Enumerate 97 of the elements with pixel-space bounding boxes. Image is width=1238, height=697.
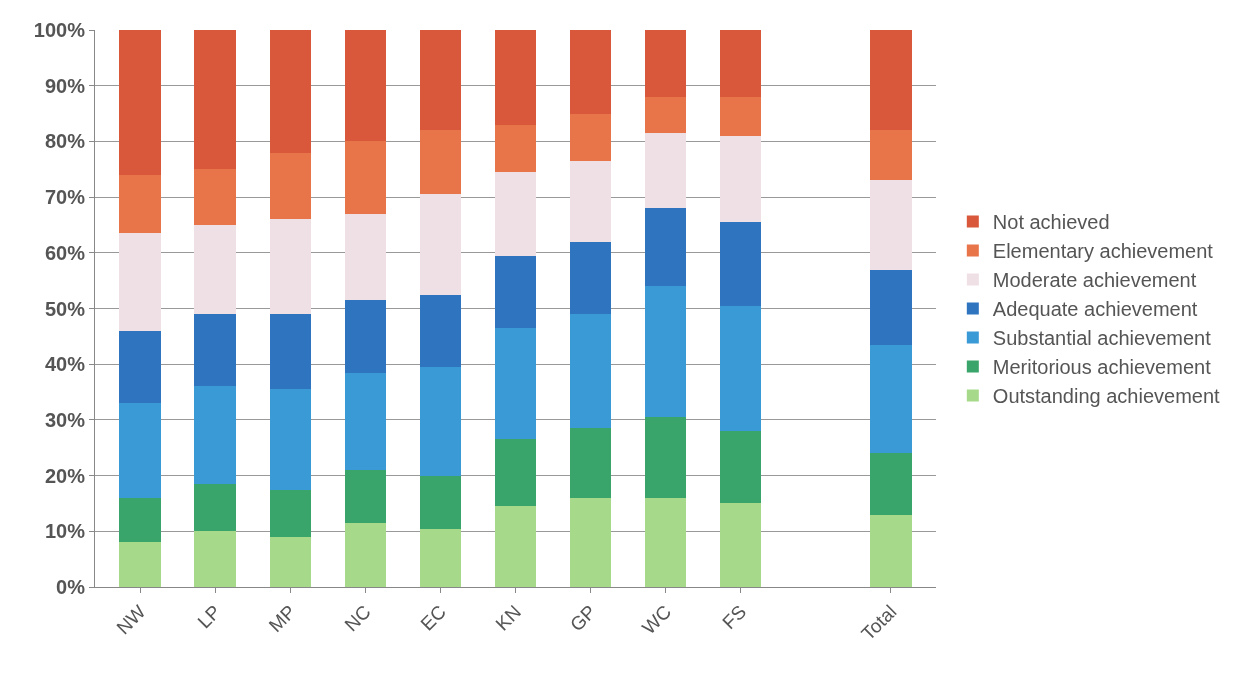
bar bbox=[494, 439, 537, 507]
y-tick-label: 60% bbox=[44, 241, 86, 264]
bar bbox=[870, 453, 912, 515]
bar bbox=[645, 417, 687, 498]
bar bbox=[194, 386, 236, 484]
bar bbox=[344, 141, 386, 214]
bar bbox=[269, 30, 311, 153]
bar bbox=[419, 194, 462, 295]
bar bbox=[494, 255, 537, 328]
bar bbox=[344, 213, 386, 301]
x-tick-label: NC bbox=[340, 601, 375, 636]
bar bbox=[419, 30, 462, 131]
bar bbox=[119, 497, 161, 543]
x-tick-label: KN bbox=[491, 601, 526, 635]
bar bbox=[269, 152, 311, 220]
bar bbox=[119, 330, 161, 404]
bar bbox=[119, 30, 161, 175]
y-tick-label: 40% bbox=[44, 353, 86, 376]
bar bbox=[194, 30, 236, 170]
bar bbox=[720, 305, 762, 432]
bar bbox=[269, 219, 311, 315]
legend-label: Not achieved bbox=[992, 211, 1110, 234]
bar bbox=[194, 224, 236, 315]
bar bbox=[344, 372, 386, 471]
bar bbox=[344, 30, 386, 142]
bar bbox=[194, 169, 236, 225]
y-tick-label: 80% bbox=[44, 130, 86, 153]
y-tick-label: 0% bbox=[56, 576, 86, 598]
y-tick-label: 90% bbox=[44, 74, 86, 97]
bar bbox=[269, 489, 311, 537]
bar bbox=[419, 294, 462, 367]
legend-label: Meritorious achievement bbox=[992, 356, 1212, 379]
bar bbox=[344, 522, 386, 587]
bar bbox=[569, 497, 612, 587]
bar bbox=[569, 113, 612, 161]
bar bbox=[494, 172, 537, 256]
y-tick-label: 30% bbox=[44, 408, 86, 431]
bar bbox=[645, 96, 687, 134]
bar bbox=[870, 344, 912, 454]
bar bbox=[344, 300, 386, 373]
bar bbox=[645, 286, 687, 418]
x-tick-label: GP bbox=[565, 601, 601, 636]
bar bbox=[569, 30, 612, 114]
bar bbox=[645, 133, 687, 209]
x-tick-label: FS bbox=[718, 601, 751, 634]
bar bbox=[344, 470, 386, 523]
bar bbox=[194, 531, 236, 587]
y-tick-label: 50% bbox=[44, 297, 86, 320]
x-tick-label: NW bbox=[112, 600, 150, 639]
y-tick-label: 70% bbox=[44, 186, 86, 209]
bar bbox=[119, 542, 161, 587]
bar bbox=[569, 160, 612, 242]
bar bbox=[494, 30, 537, 125]
bar bbox=[194, 314, 236, 387]
bar bbox=[269, 536, 311, 587]
bar bbox=[720, 503, 762, 587]
bar bbox=[419, 475, 462, 529]
bar bbox=[645, 208, 687, 287]
bar bbox=[720, 431, 762, 504]
bar bbox=[119, 233, 161, 331]
bar bbox=[119, 403, 161, 498]
bar bbox=[569, 241, 612, 315]
bar bbox=[569, 314, 612, 429]
bar bbox=[194, 483, 236, 532]
y-tick-label: 20% bbox=[44, 464, 86, 487]
bar bbox=[720, 30, 762, 97]
legend-label: Elementary achievement bbox=[992, 240, 1214, 263]
bar bbox=[645, 497, 687, 587]
bar bbox=[494, 124, 537, 173]
y-tick-label: 10% bbox=[44, 520, 86, 543]
bar bbox=[419, 528, 462, 587]
bar bbox=[870, 30, 912, 131]
x-tick-label: EC bbox=[416, 601, 450, 635]
bar bbox=[569, 428, 612, 498]
legend-label: Adequate achievement bbox=[992, 298, 1198, 321]
x-tick-label: LP bbox=[193, 601, 225, 633]
bar bbox=[645, 30, 687, 97]
legend-label: Substantial achievement bbox=[992, 327, 1212, 350]
bar bbox=[870, 130, 912, 181]
bar bbox=[870, 269, 912, 345]
bar bbox=[720, 135, 762, 223]
x-tick-label: MP bbox=[264, 601, 300, 636]
bar bbox=[119, 174, 161, 234]
x-tick-label: WC bbox=[637, 601, 676, 639]
bar bbox=[494, 506, 537, 587]
bar bbox=[720, 222, 762, 306]
bar bbox=[870, 514, 912, 587]
bar bbox=[494, 328, 537, 440]
bar bbox=[720, 96, 762, 136]
y-tick-label: 100% bbox=[33, 19, 86, 41]
bar bbox=[870, 180, 912, 270]
legend-label: Outstanding achievement bbox=[992, 385, 1221, 408]
bar bbox=[419, 366, 462, 476]
bar bbox=[269, 314, 311, 390]
bar bbox=[419, 130, 462, 195]
legend-label: Moderate achievement bbox=[992, 269, 1197, 292]
bar bbox=[269, 389, 311, 490]
